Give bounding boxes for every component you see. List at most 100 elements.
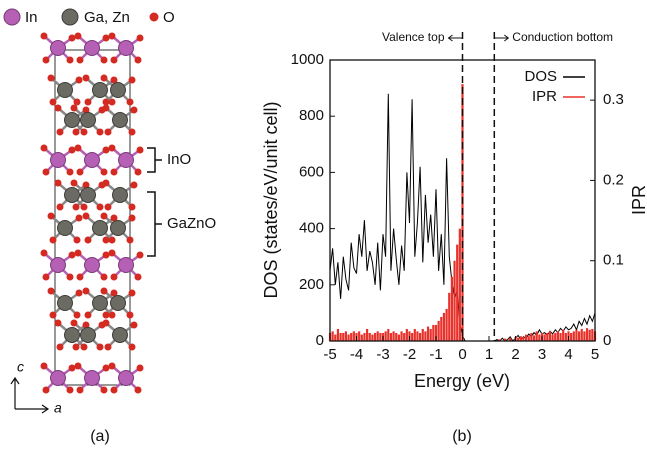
o-atom (105, 344, 112, 351)
o-atom (101, 57, 108, 64)
o-atom (81, 204, 88, 211)
o-atom (131, 107, 138, 114)
in-atom (119, 258, 134, 273)
o-atom (103, 99, 110, 106)
o-atom (85, 99, 92, 106)
o-atom (43, 169, 50, 176)
in-atom (85, 153, 100, 168)
o-atom (137, 35, 144, 42)
axis-arrows (11, 378, 48, 413)
gazn-atom (81, 188, 96, 203)
o-atom (57, 204, 64, 211)
o-atom (81, 344, 88, 351)
o-atom (129, 204, 136, 211)
legend-label: In (25, 9, 38, 26)
gazn-atom (65, 113, 80, 128)
x-tick-label: 0 (458, 346, 466, 363)
o-atom (76, 77, 83, 84)
legend-label: DOS (524, 68, 557, 85)
gazn-atom (58, 83, 73, 98)
o-atom (103, 105, 110, 112)
x-tick-label: -5 (323, 346, 336, 363)
o-atom (73, 204, 80, 211)
o-atom (109, 33, 116, 40)
o-atom (101, 169, 108, 176)
o-atom (127, 237, 134, 244)
gazn-atom (81, 113, 96, 128)
layer-label: GaZnO (167, 215, 216, 232)
o-atom (103, 237, 110, 244)
gazn-atom (111, 296, 126, 311)
o-atom (129, 77, 136, 84)
o-atom (69, 365, 76, 372)
o-atom (97, 344, 104, 351)
y-tick-label: 200 (299, 276, 324, 293)
o-atom (103, 320, 110, 327)
in-atom (51, 41, 66, 56)
y-tick-label: 400 (299, 220, 324, 237)
bracket (147, 192, 162, 256)
axis-c: c (17, 359, 24, 375)
legend-label: IPR (532, 88, 557, 105)
o-atom (75, 250, 82, 257)
o-atom (67, 57, 74, 64)
o-atom (101, 387, 108, 394)
o-atom (111, 387, 118, 394)
o-atom (75, 363, 82, 370)
x-tick-label: -4 (350, 346, 363, 363)
o-atom (111, 169, 118, 176)
o-atom (101, 213, 108, 220)
o-atom (74, 237, 81, 244)
figure: In Ga, Zn O InO GaZnO c a (a) (b) Energy… (0, 0, 647, 457)
o-atom (50, 99, 57, 106)
gazn-atom (93, 221, 108, 236)
legend-ga (62, 9, 78, 25)
gazn-atom (113, 328, 128, 343)
o-atom (75, 33, 82, 40)
in-atom (51, 258, 66, 273)
o-atom (71, 180, 78, 187)
x-tick-label: 1 (485, 346, 493, 363)
in-atom (85, 41, 100, 56)
o-atom (85, 237, 92, 244)
legend-in (4, 9, 20, 25)
o-atom (83, 75, 90, 82)
vline-label: Valence top (382, 30, 445, 44)
gazn-atom (65, 328, 80, 343)
x-tick-label: 5 (591, 346, 599, 363)
o-atom (48, 213, 55, 220)
o-atom (43, 274, 50, 281)
gazn-atom (65, 188, 80, 203)
y2-tick-label: 0.2 (603, 171, 624, 188)
o-atom (135, 57, 142, 64)
o-atom (55, 180, 62, 187)
o-atom (83, 213, 90, 220)
o-atom (97, 129, 104, 136)
x-tick-label: -3 (376, 346, 389, 363)
bracket (147, 148, 162, 172)
o-atom (135, 274, 142, 281)
o-atom (69, 35, 76, 42)
o-atom (69, 147, 76, 154)
o-atom (105, 204, 112, 211)
o-atom (69, 252, 76, 259)
caption: (a) (90, 428, 110, 445)
o-atom (135, 169, 142, 176)
x-tick-label: -2 (403, 346, 416, 363)
o-atom (103, 147, 110, 154)
o-atom (127, 312, 134, 319)
axis-a: a (54, 400, 62, 416)
caption: (b) (452, 428, 472, 445)
o-atom (109, 363, 116, 370)
o-atom (67, 169, 74, 176)
gazn-atom (93, 296, 108, 311)
o-atom (137, 147, 144, 154)
o-atom (137, 365, 144, 372)
o-atom (41, 250, 48, 257)
vline-label: Conduction bottom (512, 30, 613, 44)
o-atom (73, 344, 80, 351)
y-tick-label: 800 (299, 107, 324, 124)
gazn-atom (111, 83, 126, 98)
o-atom (101, 288, 108, 295)
o-atom (129, 129, 136, 136)
